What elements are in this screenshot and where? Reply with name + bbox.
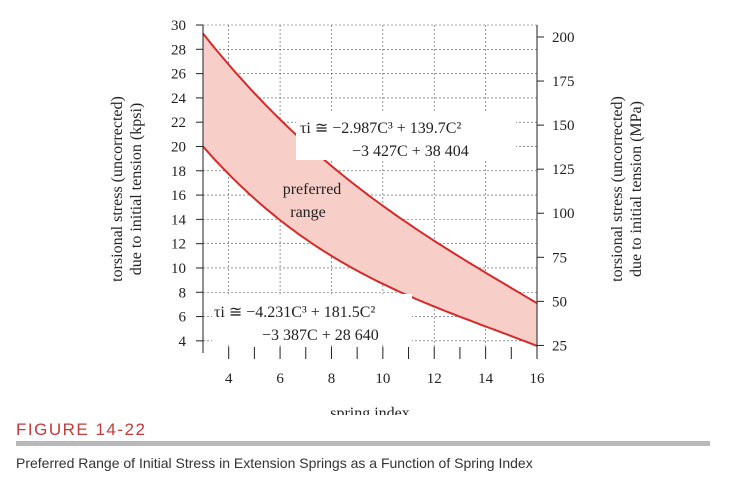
x-axis-title: spring index bbox=[330, 405, 410, 415]
upper-equation-line1: τi ≅ −2.987C³ + 139.7C² bbox=[300, 120, 461, 137]
y2-tick-label: 50 bbox=[552, 294, 567, 310]
y-tick-label: 10 bbox=[171, 261, 186, 277]
y-tick-label: 12 bbox=[171, 237, 186, 253]
y2-tick-label: 100 bbox=[552, 206, 575, 222]
y-tick-label: 26 bbox=[171, 67, 187, 83]
y2-tick-label: 175 bbox=[552, 74, 575, 90]
y2-tick-label: 200 bbox=[552, 30, 575, 46]
y-tick-label: 6 bbox=[179, 310, 187, 326]
y-tick-label: 22 bbox=[171, 115, 186, 131]
lower-equation-line1: τi ≅ −4.231C³ + 181.5C² bbox=[214, 304, 375, 321]
ticks-layer: 4 6 8 10 12 14 16 18 20 22 24 26 28 30 25 50 75 100 125 150… bbox=[171, 18, 575, 387]
x-tick-label: 16 bbox=[530, 371, 546, 387]
y-axis-title-line1: torsional stress (uncorrected) bbox=[109, 96, 126, 282]
preferred-range-band bbox=[203, 33, 537, 346]
y2-tick-label: 125 bbox=[552, 162, 575, 178]
lower-equation-box bbox=[212, 294, 412, 344]
x-tick-label: 6 bbox=[276, 371, 284, 387]
y2-tick-label: 25 bbox=[552, 338, 567, 354]
y-axis-title-line2: due to initial tension (kpsi) bbox=[128, 103, 145, 275]
y-tick-label: 30 bbox=[171, 18, 186, 34]
upper-equation-line2: −3 427C + 38 404 bbox=[352, 143, 469, 160]
chart: 4 6 8 10 12 14 16 18 20 22 24 26 28 30 25 50 75 100 125 150… bbox=[109, 18, 645, 422]
lower-limit-curve bbox=[202, 145, 538, 347]
y-tick-label: 4 bbox=[179, 334, 187, 350]
figure-caption: Preferred Range of Initial Stress in Ext… bbox=[16, 455, 533, 471]
caption-divider bbox=[16, 441, 710, 446]
axes-layer bbox=[202, 25, 538, 353]
y-tick-label: 8 bbox=[179, 285, 187, 301]
band-label-line1: preferred bbox=[283, 181, 342, 198]
y2-axis-title-line1: torsional stress (uncorrected) bbox=[609, 96, 626, 282]
y2-axis-title-line2: due to initial tension (MPa) bbox=[628, 101, 645, 277]
x-tick-label: 14 bbox=[478, 371, 494, 387]
lower-equation-line2: −3 387C + 28 640 bbox=[262, 327, 379, 344]
y-tick-label: 20 bbox=[171, 139, 186, 155]
figure-label: FIGURE 14-22 bbox=[16, 420, 147, 439]
x-tick-label: 4 bbox=[225, 371, 233, 387]
y2-tick-label: 75 bbox=[552, 250, 567, 266]
x-tick-label: 8 bbox=[328, 371, 336, 387]
upper-limit-curve bbox=[202, 32, 538, 305]
y-tick-label: 18 bbox=[171, 164, 186, 180]
y2-tick-label: 150 bbox=[552, 118, 575, 134]
x-tick-label: 10 bbox=[375, 371, 390, 387]
x-tick-label: 12 bbox=[427, 371, 442, 387]
y-tick-label: 24 bbox=[171, 91, 187, 107]
y-tick-label: 28 bbox=[171, 42, 186, 58]
y-tick-label: 16 bbox=[171, 188, 187, 204]
upper-equation-box bbox=[296, 112, 516, 160]
y-tick-label: 14 bbox=[171, 212, 187, 228]
band-label-line2: range bbox=[290, 204, 326, 221]
